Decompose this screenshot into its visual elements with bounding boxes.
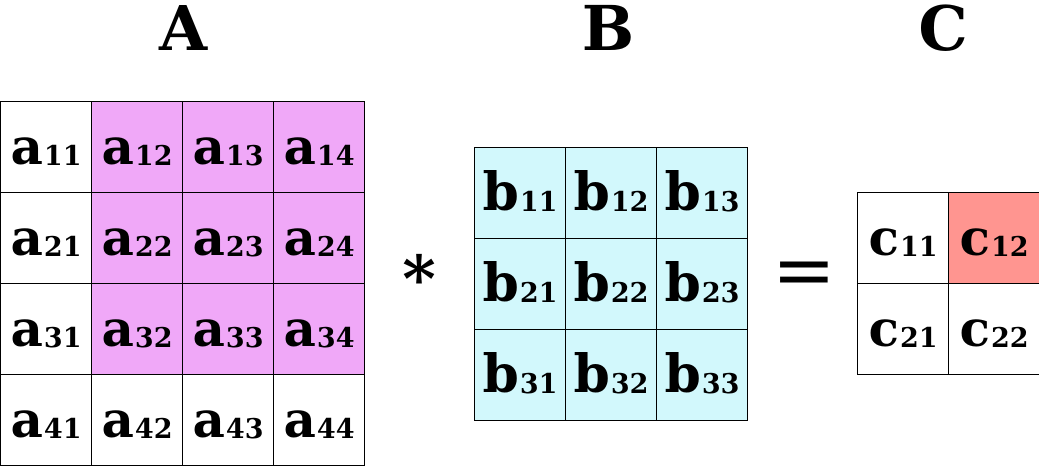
cell-subscript: 33 — [701, 368, 740, 400]
cell-letter: a — [283, 208, 316, 267]
cell-subscript: 31 — [43, 322, 82, 354]
matrix-a-cell: a 42 — [92, 375, 183, 466]
matrix-a-cell: a 31 — [1, 284, 92, 375]
matrix-a-title: A — [158, 0, 208, 65]
matrix-b-title: B — [581, 0, 635, 65]
cell-letter: b — [573, 344, 610, 405]
cell-letter: a — [283, 390, 316, 449]
cell-subscript: 24 — [316, 231, 355, 263]
cell-subscript: 21 — [899, 322, 938, 354]
cell-subscript: 12 — [610, 186, 649, 218]
matrix-a-cell: a 14 — [274, 102, 365, 193]
matrix-b-cell: b 31 — [475, 330, 566, 421]
cell-subscript: 12 — [990, 231, 1029, 263]
matrix-a-cell: a 23 — [183, 193, 274, 284]
cell-letter: b — [482, 344, 519, 405]
cell-letter: a — [192, 117, 225, 176]
matrix-a-cell: a 13 — [183, 102, 274, 193]
cell-subscript: 42 — [134, 413, 173, 445]
cell-subscript: 43 — [225, 413, 264, 445]
cell-subscript: 21 — [519, 277, 558, 309]
cell-letter: a — [10, 390, 43, 449]
matrix-a-cell: a 41 — [1, 375, 92, 466]
matrix-b-cell: b 23 — [657, 239, 748, 330]
cell-subscript: 33 — [225, 322, 264, 354]
matrix-a-cell: a 32 — [92, 284, 183, 375]
matrix-a-cell: a 24 — [274, 193, 365, 284]
matrix-a-cell: a 43 — [183, 375, 274, 466]
cell-letter: b — [573, 162, 610, 223]
cell-letter: c — [868, 299, 899, 358]
cell-letter: a — [101, 208, 134, 267]
matrix-c-title: C — [918, 0, 968, 65]
cell-subscript: 13 — [701, 186, 740, 218]
matrix-c: c 11 c 12 c 21 c 22 — [857, 192, 1039, 375]
cell-letter: c — [959, 208, 990, 267]
cell-letter: b — [482, 253, 519, 314]
cell-letter: a — [101, 117, 134, 176]
matrix-c-cell: c 11 — [858, 193, 949, 284]
cell-letter: a — [283, 117, 316, 176]
cell-subscript: 14 — [316, 140, 355, 172]
cell-letter: a — [101, 390, 134, 449]
cell-letter: c — [868, 208, 899, 267]
matrix-a-cell: a 12 — [92, 102, 183, 193]
cell-subscript: 31 — [519, 368, 558, 400]
cell-letter: c — [959, 299, 990, 358]
cell-subscript: 22 — [610, 277, 649, 309]
matrix-a-cell: a 34 — [274, 284, 365, 375]
matrix-c-cell: c 21 — [858, 284, 949, 375]
matrix-c-cell: c 22 — [949, 284, 1039, 375]
cell-subscript: 12 — [134, 140, 173, 172]
matrix-b-cell: b 11 — [475, 148, 566, 239]
cell-subscript: 41 — [43, 413, 82, 445]
cell-subscript: 34 — [316, 322, 355, 354]
matrix-b-cell: b 33 — [657, 330, 748, 421]
cell-letter: a — [10, 117, 43, 176]
cell-subscript: 23 — [701, 277, 740, 309]
cell-subscript: 23 — [225, 231, 264, 263]
cell-letter: a — [10, 299, 43, 358]
cell-letter: a — [10, 208, 43, 267]
cell-letter: b — [664, 344, 701, 405]
matrix-a: a 11 a 12 a 13 a 14 a 21 a 22 a 23 a 24 a 31 a 32 a 33 a 34 a 41 a… — [0, 101, 365, 466]
matrix-a-cell: a 21 — [1, 193, 92, 284]
matrix-b-cell: b 13 — [657, 148, 748, 239]
matrix-a-cell: a 11 — [1, 102, 92, 193]
equals-operator: = — [772, 225, 836, 314]
matrix-b-cell: b 32 — [566, 330, 657, 421]
cell-letter: b — [664, 162, 701, 223]
cell-letter: b — [573, 253, 610, 314]
matrix-a-cell: a 22 — [92, 193, 183, 284]
cell-subscript: 21 — [43, 231, 82, 263]
cell-subscript: 11 — [43, 140, 82, 172]
matrix-a-cell: a 44 — [274, 375, 365, 466]
multiply-operator: * — [402, 242, 436, 317]
matrix-b-cell: b 21 — [475, 239, 566, 330]
matrix-b-cell: b 22 — [566, 239, 657, 330]
matrix-c-cell: c 12 — [949, 193, 1039, 284]
cell-letter: a — [192, 208, 225, 267]
matrix-b: b 11 b 12 b 13 b 21 b 22 b 23 b 31 b 32 b 33 — [474, 147, 748, 421]
cell-letter: a — [283, 299, 316, 358]
cell-subscript: 13 — [225, 140, 264, 172]
matrix-b-cell: b 12 — [566, 148, 657, 239]
cell-subscript: 22 — [134, 231, 173, 263]
cell-subscript: 11 — [519, 186, 558, 218]
cell-subscript: 11 — [899, 231, 938, 263]
cell-subscript: 32 — [610, 368, 649, 400]
cell-subscript: 32 — [134, 322, 173, 354]
cell-letter: a — [101, 299, 134, 358]
matrix-a-cell: a 33 — [183, 284, 274, 375]
cell-subscript: 44 — [316, 413, 355, 445]
cell-subscript: 22 — [990, 322, 1029, 354]
cell-letter: b — [482, 162, 519, 223]
cell-letter: b — [664, 253, 701, 314]
cell-letter: a — [192, 299, 225, 358]
cell-letter: a — [192, 390, 225, 449]
